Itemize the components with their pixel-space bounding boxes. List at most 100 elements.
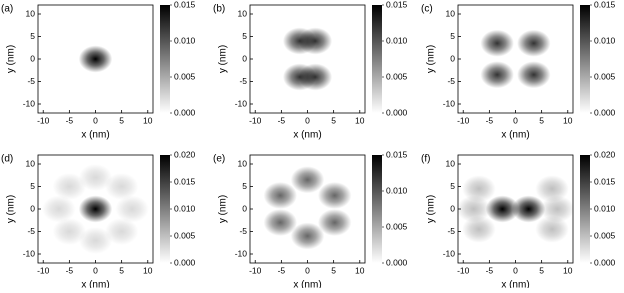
x-tick-label: 0: [305, 265, 310, 275]
density-lobe: [462, 175, 496, 203]
colorbar-tick-label: 0.010: [594, 203, 616, 213]
colorbar-tick-label: 0.000: [386, 107, 408, 117]
colorbar: [580, 5, 590, 113]
y-tick-label: -10: [23, 248, 36, 258]
y-tick-label: 0: [450, 203, 455, 213]
x-tick-label: 10: [563, 115, 573, 125]
density-lobe: [104, 173, 139, 200]
y-tick-label: -5: [239, 76, 247, 86]
density-lobe: [517, 29, 551, 57]
x-tick-label: 10: [143, 115, 153, 125]
y-tick-label: 0: [242, 53, 247, 63]
colorbar-tick-label: 0.000: [386, 257, 408, 267]
density-lobe: [317, 182, 352, 209]
density-map: [42, 164, 149, 254]
density-lobe: [317, 209, 352, 236]
colorbar-tick-label: 0.015: [594, 176, 616, 186]
y-tick-label: 5: [242, 31, 247, 41]
density-map: [458, 175, 573, 243]
x-tick-label: 0: [513, 265, 518, 275]
density-map: [282, 27, 333, 91]
y-tick-label: -5: [239, 226, 247, 236]
x-axis-title: x (nm): [81, 130, 109, 141]
x-axis-title: x (nm): [293, 280, 321, 288]
colorbar: [372, 155, 382, 263]
y-tick-label: 0: [450, 53, 455, 63]
y-axis-title: y (nm): [218, 195, 229, 223]
density-lobe: [298, 27, 333, 55]
panel-label: (b): [213, 4, 225, 15]
y-tick-label: 5: [30, 31, 35, 41]
x-tick-label: -10: [37, 265, 50, 275]
colorbar-tick-label: 0.010: [174, 35, 196, 45]
y-tick-label: -5: [27, 226, 35, 236]
density-lobe: [52, 173, 87, 200]
colorbar-tick-label: 0.020: [174, 149, 196, 159]
panel-label: (e): [213, 154, 225, 165]
y-axis-title: y (nm): [218, 45, 229, 73]
x-axis-title: x (nm): [81, 280, 109, 288]
colorbar-tick-label: 0.010: [386, 185, 408, 195]
density-lobe: [511, 195, 546, 223]
y-tick-label: 0: [30, 203, 35, 213]
y-tick-label: -10: [443, 248, 456, 258]
density-lobe: [78, 164, 113, 191]
colorbar: [580, 155, 590, 263]
y-tick-label: 10: [26, 158, 36, 168]
y-tick-label: 10: [446, 8, 456, 18]
y-tick-label: 10: [446, 158, 456, 168]
colorbar-tick-label: 0.005: [174, 71, 196, 81]
density-map: [480, 29, 551, 89]
x-tick-label: -10: [249, 115, 262, 125]
density-lobe: [115, 195, 149, 223]
x-tick-label: -5: [278, 265, 286, 275]
y-tick-label: 10: [238, 158, 248, 168]
panel-label: (c): [421, 4, 433, 15]
colorbar-tick-label: 0.005: [594, 230, 616, 240]
x-tick-label: -5: [278, 115, 286, 125]
y-tick-label: 10: [238, 8, 248, 18]
density-lobe: [462, 215, 496, 243]
y-axis-title: y (nm): [6, 45, 17, 73]
x-tick-label: 5: [331, 265, 336, 275]
x-tick-label: -5: [486, 115, 494, 125]
x-tick-label: 0: [305, 115, 310, 125]
y-tick-label: 10: [26, 8, 36, 18]
density-lobe: [78, 45, 113, 73]
density-lobe: [52, 218, 87, 245]
colorbar-tick-label: 0.010: [174, 203, 196, 213]
x-tick-label: 5: [539, 115, 544, 125]
x-tick-label: 5: [331, 115, 336, 125]
density-lobe: [78, 195, 113, 223]
density-map: [263, 166, 352, 250]
colorbar-tick-label: 0.005: [386, 221, 408, 231]
x-tick-label: 10: [355, 115, 365, 125]
colorbar-tick-label: 0.015: [386, 0, 408, 9]
x-axis-title: x (nm): [293, 130, 321, 141]
x-tick-label: 5: [539, 265, 544, 275]
x-tick-label: -5: [66, 265, 74, 275]
x-tick-label: -10: [457, 265, 470, 275]
x-axis-title: x (nm): [501, 280, 529, 288]
panel-label: (d): [1, 154, 13, 165]
density-lobe: [480, 29, 514, 57]
colorbar-tick-label: 0.015: [594, 0, 616, 9]
y-tick-label: -10: [235, 248, 248, 258]
x-tick-label: 0: [93, 115, 98, 125]
colorbar-tick-label: 0.005: [386, 71, 408, 81]
colorbar: [160, 155, 170, 263]
plot-frame: [249, 4, 366, 114]
panel-label: (f): [421, 154, 430, 165]
y-tick-label: -10: [443, 98, 456, 108]
y-tick-label: 5: [242, 181, 247, 191]
density-lobe: [263, 209, 298, 236]
density-lobe: [298, 63, 333, 91]
colorbar-tick-label: 0.010: [386, 35, 408, 45]
density-lobe: [290, 222, 325, 250]
density-lobe: [458, 195, 491, 223]
y-tick-label: 5: [30, 181, 35, 191]
x-tick-label: 10: [355, 265, 365, 275]
colorbar-tick-label: 0.005: [174, 230, 196, 240]
density-lobe: [78, 227, 113, 254]
colorbar-tick-label: 0.010: [594, 35, 616, 45]
